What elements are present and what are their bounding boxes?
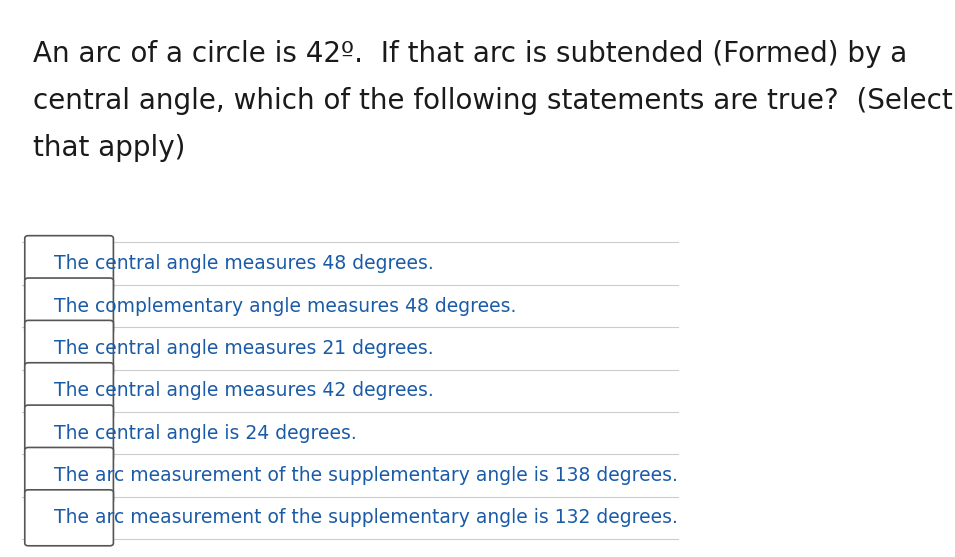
Text: The arc measurement of the supplementary angle is 132 degrees.: The arc measurement of the supplementary…	[53, 509, 678, 527]
Text: central angle, which of the following statements are true?  (Select all: central angle, which of the following st…	[32, 87, 955, 115]
FancyBboxPatch shape	[25, 405, 114, 461]
Text: The central angle measures 48 degrees.: The central angle measures 48 degrees.	[53, 254, 434, 273]
Text: The central angle is 24 degrees.: The central angle is 24 degrees.	[53, 423, 356, 443]
FancyBboxPatch shape	[25, 278, 114, 334]
Text: that apply): that apply)	[32, 134, 185, 163]
FancyBboxPatch shape	[25, 447, 114, 504]
Text: The arc measurement of the supplementary angle is 138 degrees.: The arc measurement of the supplementary…	[53, 466, 678, 485]
Text: The complementary angle measures 48 degrees.: The complementary angle measures 48 degr…	[53, 296, 516, 315]
Text: The central angle measures 21 degrees.: The central angle measures 21 degrees.	[53, 339, 434, 358]
FancyBboxPatch shape	[25, 363, 114, 419]
Text: An arc of a circle is 42º.  If that arc is subtended (Formed) by a: An arc of a circle is 42º. If that arc i…	[32, 40, 907, 68]
Text: The central angle measures 42 degrees.: The central angle measures 42 degrees.	[53, 381, 434, 400]
FancyBboxPatch shape	[25, 320, 114, 377]
FancyBboxPatch shape	[25, 236, 114, 292]
FancyBboxPatch shape	[25, 490, 114, 546]
